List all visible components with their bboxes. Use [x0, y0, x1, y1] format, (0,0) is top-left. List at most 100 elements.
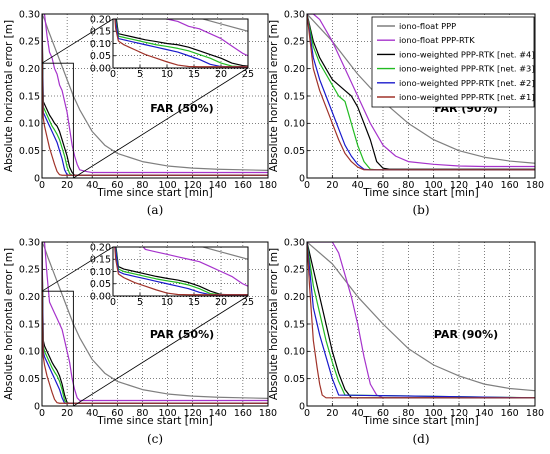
panel-a-inset-x-tick-label: 5 [137, 69, 143, 80]
panel-a-inset-y-tick-label: 0.05 [90, 51, 111, 62]
panel-d-y-tick-label: 0.20 [284, 292, 305, 303]
panel-d-x-tick-label: 0 [304, 408, 310, 419]
panel-c-inset-x-tick-label: 0 [110, 297, 116, 308]
legend-label-1: iono-float PPP-RTK [399, 35, 475, 45]
legend-label-4: iono-weighted PPP-RTK [net. #2] [399, 78, 535, 88]
panel-a-y-tick-label: 0.25 [19, 37, 40, 48]
panel-d: 0 20 40 60 80 100 120 140 160 180 0 0.05 0.10 0.15 0.2… [268, 237, 544, 446]
panel-a-x-tick-label: 180 [259, 180, 277, 191]
panel-d-x-tick-label: 160 [501, 408, 519, 419]
panel-b-series-0-line [307, 14, 535, 164]
panel-b-x-tick-label: 140 [475, 180, 493, 191]
panel-d-x-tick-label: 120 [450, 408, 468, 419]
legend-box [371, 16, 535, 108]
panel-d-y-tick-label: 0.05 [284, 374, 305, 385]
panel-a-inset: 0 5 10 15 20 25 0.000.050.100.15 0.20 [90, 14, 254, 80]
panel-d-y-tick-label: 0.10 [284, 347, 305, 358]
panel-a-y-tick-label: 0 [34, 173, 40, 184]
panel-b-x-tick-label: 60 [377, 180, 389, 191]
panel-a-inset-series-2-line [115, 19, 248, 67]
panel-b-x-tick-label: 100 [425, 180, 443, 191]
panel-c-inset-series-2-line [115, 247, 248, 296]
panel-c-zoom-box [41, 290, 74, 407]
panel-b-x-tick-label: 20 [326, 180, 338, 191]
panel-d-x-tick-label: 20 [326, 408, 338, 419]
panel-c-inset-y-tick-label: 0.00 [90, 291, 111, 302]
panel-a-y-tick-label: 0.30 [19, 9, 40, 20]
panel-b-y-tick-label: 0.25 [284, 37, 305, 48]
panel-a-inset-x-tick-label: 15 [188, 69, 200, 80]
panel-a-y-tick-label: 0.15 [19, 91, 40, 102]
panel-a-inset-x-tick-label: 10 [161, 69, 173, 80]
panel-d-series-0-line [307, 242, 535, 392]
panel-c-series-1-line [42, 242, 268, 402]
panel-a-x-tick-label: 120 [184, 180, 202, 191]
panel-d-series-group [307, 242, 535, 399]
panel-a-zoom-box [41, 62, 74, 179]
panel-a-inset-x-tick-label: 0 [110, 69, 116, 80]
panel-a-x-axis-label: Time since start [min] [96, 187, 212, 199]
panel-c-inset-series-group [114, 247, 248, 296]
legend-label-0: iono-float PPP [399, 21, 456, 31]
legend-label-5: iono-weighted PPP-RTK [net. #1] [399, 92, 535, 102]
panel-a-inset-y-tick-label: 0.20 [90, 14, 111, 25]
panel-b-x-tick-label: 160 [501, 180, 519, 191]
panel-c-inset-series-5-line [114, 247, 248, 296]
panel-a-inset-series-group [114, 19, 248, 68]
panel-d-series-3-line [307, 242, 535, 399]
panel-a-y-tick-label: 0.10 [19, 119, 40, 130]
panel-d-series-4-line [307, 242, 535, 399]
panel-a-x-tick-label: 40 [86, 180, 98, 191]
panel-c-x-tick-label: 80 [136, 408, 148, 419]
panel-d-annotation: PAR (90%) [434, 328, 498, 341]
panel-c-series-5-line [42, 242, 268, 404]
panel-a-inset-y-tick-label: 0.15 [90, 27, 111, 38]
panel-c-y-tick-label: 0.25 [19, 265, 40, 276]
panel-a-series-3-line [42, 14, 268, 176]
panel-a-inset-series-5-line [114, 19, 248, 68]
panel-a-zoom-connector [41, 18, 114, 64]
panel-c-inset: 0 5 10 15 20 25 0.000.050.100.15 0.20 [90, 242, 254, 308]
panel-c-y-tick-label: 0.10 [19, 347, 40, 358]
legend-label-3: iono-weighted PPP-RTK [net. #3] [399, 64, 535, 74]
panel-a-zoom-connector [73, 67, 249, 179]
panel-c-y-tick-label: 0.30 [19, 237, 40, 248]
panel-d-x-tick-label: 40 [352, 408, 364, 419]
panel-a-series-2-line [42, 14, 268, 176]
panel-d-caption: (d) [412, 432, 429, 446]
panel-a-inset-frame [112, 18, 249, 69]
panel-c-series-group [42, 242, 268, 404]
panel-c-inset-frame [112, 246, 249, 297]
panel-a-y-tick-label: 0.20 [19, 64, 40, 75]
panel-c-x-tick-label: 20 [61, 408, 73, 419]
panel-a-series-0-line [42, 14, 268, 171]
panel-c-x-tick-label: 60 [111, 408, 123, 419]
panel-d-y-tick-label: 0 [299, 401, 305, 412]
panel-a-inset-x-tick-label: 20 [215, 69, 227, 80]
panel-c-x-tick-label: 140 [209, 408, 227, 419]
panel-b-series-5-line [307, 14, 535, 171]
panel-c-y-axis-label: Absolute horizontal error [m] [3, 248, 15, 400]
panel-d-y-tick-label: 0.25 [284, 265, 305, 276]
panel-a-y-tick-label: 0.05 [19, 146, 40, 157]
panel-b-y-tick-label: 0.30 [284, 9, 305, 20]
panel-a-x-tick-label: 0 [39, 180, 45, 191]
panel-d-y-tick-label: 0.15 [284, 319, 305, 330]
panel-c-x-tick-label: 160 [234, 408, 252, 419]
panel-a-series-group [42, 14, 268, 176]
panel-b-caption: (b) [412, 203, 429, 217]
panel-d-x-tick-label: 140 [475, 408, 493, 419]
panel-c-inset-x-tick-label: 15 [188, 297, 200, 308]
panel-a-inset-x-tick-label: 25 [242, 69, 254, 80]
panel-a-inset-y-tick-label: 0.10 [90, 39, 111, 50]
panel-a-x-tick-label: 60 [111, 180, 123, 191]
panel-b-y-tick-label: 0.05 [284, 146, 305, 157]
panel-a: 0 20 40 60 80 100 120 140 160 18000.050.100.150.2… [3, 9, 277, 217]
panel-b-x-tick-label: 40 [352, 180, 364, 191]
panel-c-y-tick-label: 0 [34, 401, 40, 412]
panel-a-series-5-line [42, 14, 268, 176]
panel-c-x-tick-label: 0 [39, 408, 45, 419]
panel-d-x-tick-label: 60 [377, 408, 389, 419]
panel-c-inset-series-1-line [142, 247, 248, 287]
